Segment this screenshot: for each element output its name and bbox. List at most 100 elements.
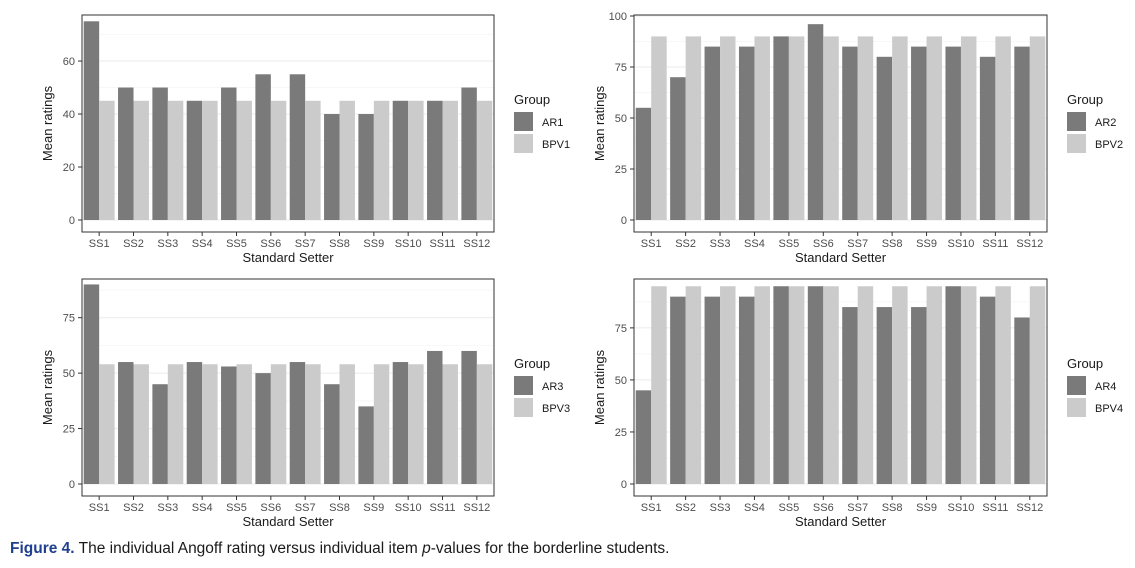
bar-ar2-ss8 [876,56,893,220]
y-tick-label: 60 [63,56,75,68]
x-tick-label: SS9 [916,238,937,250]
x-axis-label: Standard Setter [242,250,334,265]
y-tick-label: 40 [63,109,75,121]
bar-ar1-ss7 [289,74,306,221]
x-tick-label: SS10 [395,502,422,514]
bar-bpv3-ss12 [476,364,493,484]
bar-bpv2-ss7 [857,36,874,221]
legend-label: BPV1 [542,139,570,151]
y-axis-label: Mean ratings [40,85,55,161]
bar-ar4-ss7 [842,307,858,484]
legend: Group AR2 BPV2 [1067,92,1123,153]
chart-panel-4: 0 25 50 75 SS1 SS2 SS3 SS4 SS5 SS6 SS7 SS8 SS9 SS10 SS… [592,278,1123,529]
bar-bpv2-ss12 [1029,36,1046,221]
y-tick-label: 100 [609,11,627,23]
bar-ar4-ss10 [945,286,961,484]
bar-bpv2-ss2 [685,36,702,221]
bar-bpv1-ss1 [99,100,115,220]
bar-bpv4-ss11 [995,286,1011,484]
legend-key [1067,398,1086,417]
x-tick-label: SS6 [260,502,281,514]
legend-label: BPV2 [1095,139,1123,151]
bar-ar3-ss11 [427,350,443,484]
bar-ar3-ss6 [255,373,271,484]
x-tick-label: SS6 [813,238,834,250]
bar-bpv2-ss11 [995,36,1011,221]
y-axis-label: Mean ratings [592,85,607,161]
bar-bpv1-ss9 [373,100,390,220]
bar-bpv4-ss4 [754,286,770,484]
y-axis-label: Mean ratings [40,349,55,425]
legend-key [514,398,533,417]
bar-ar2-ss11 [979,56,996,220]
legend-key [1067,376,1086,395]
x-tick-label: SS9 [916,502,937,514]
legend-title: Group [1067,356,1103,371]
bar-bpv4-ss8 [892,286,908,484]
y-tick-label: 75 [63,313,75,325]
x-tick-label: SS10 [395,238,422,250]
bar-ar4-ss2 [670,296,686,484]
bar-ar3-ss9 [358,406,374,484]
y-tick-label: 20 [63,162,75,174]
bar-ar2-ss10 [945,46,961,220]
y-tick-label: 0 [621,479,627,491]
plot-border [633,14,1048,233]
x-tick-label: SS2 [675,238,696,250]
bar-ar1-ss8 [324,114,340,220]
figure-caption: Figure 4. The individual Angoff rating v… [10,540,669,558]
bar-bpv3-ss8 [339,364,355,484]
bar-bpv3-ss3 [167,364,184,484]
figure-label: Figure 4. [10,540,75,557]
x-tick-label: SS3 [157,238,178,250]
y-tick-label: 25 [615,427,627,439]
bar-ar4-ss11 [979,296,996,484]
bar-ar4-ss1 [635,390,652,484]
x-tick-label: SS8 [882,238,903,250]
bar-bpv2-ss10 [960,36,977,221]
bar-ar3-ss2 [118,362,134,484]
x-tick-label: SS2 [675,502,696,514]
y-tick-label: 0 [621,215,627,227]
legend-key [1067,134,1086,153]
x-tick-label: SS12 [1016,502,1043,514]
bar-bpv1-ss4 [202,100,218,220]
bar-ar1-ss2 [118,87,134,220]
bar-ar3-ss1 [83,284,100,484]
legend-label: AR4 [1095,381,1116,393]
x-tick-label: SS1 [641,238,662,250]
x-tick-label: SS10 [947,238,974,250]
bar-bpv3-ss11 [442,364,458,484]
x-tick-label: SS2 [123,502,144,514]
x-tick-label: SS12 [1016,238,1043,250]
x-tick-label: SS7 [295,502,316,514]
bar-bpv2-ss6 [823,36,839,221]
legend: Group AR4 BPV4 [1067,356,1123,417]
bar-bpv1-ss5 [236,100,252,220]
y-tick-label: 50 [615,375,627,387]
chart-panel-3: 0 25 50 75 SS1 SS2 SS3 SS4 SS5 SS6 SS7 SS8 SS9 SS10 SS… [40,278,570,529]
bar-ar1-ss1 [83,21,100,220]
bar-bpv1-ss2 [133,100,149,220]
bar-ar3-ss12 [461,350,477,484]
bar-bpv4-ss6 [823,286,839,484]
bar-ar3-ss8 [324,384,340,484]
bar-bpv4-ss3 [720,286,736,484]
x-tick-label: SS12 [463,238,490,250]
caption-text-2: -values for the borderline students. [430,540,670,557]
legend-title: Group [514,92,550,107]
bar-ar3-ss4 [186,362,203,484]
bar-bpv2-ss1 [651,36,667,221]
x-tick-label: SS8 [329,238,350,250]
x-tick-label: SS11 [982,502,1008,514]
bar-bpv4-ss10 [960,286,977,484]
x-tick-label: SS6 [260,238,281,250]
x-tick-label: SS7 [295,238,316,250]
bar-bpv2-ss4 [754,36,770,221]
bar-bpv4-ss12 [1029,286,1046,484]
bar-ar3-ss10 [392,362,409,484]
legend-key [1067,112,1086,131]
bar-ar1-ss5 [221,87,237,220]
legend-label: AR3 [542,381,563,393]
x-tick-label: SS10 [947,502,974,514]
